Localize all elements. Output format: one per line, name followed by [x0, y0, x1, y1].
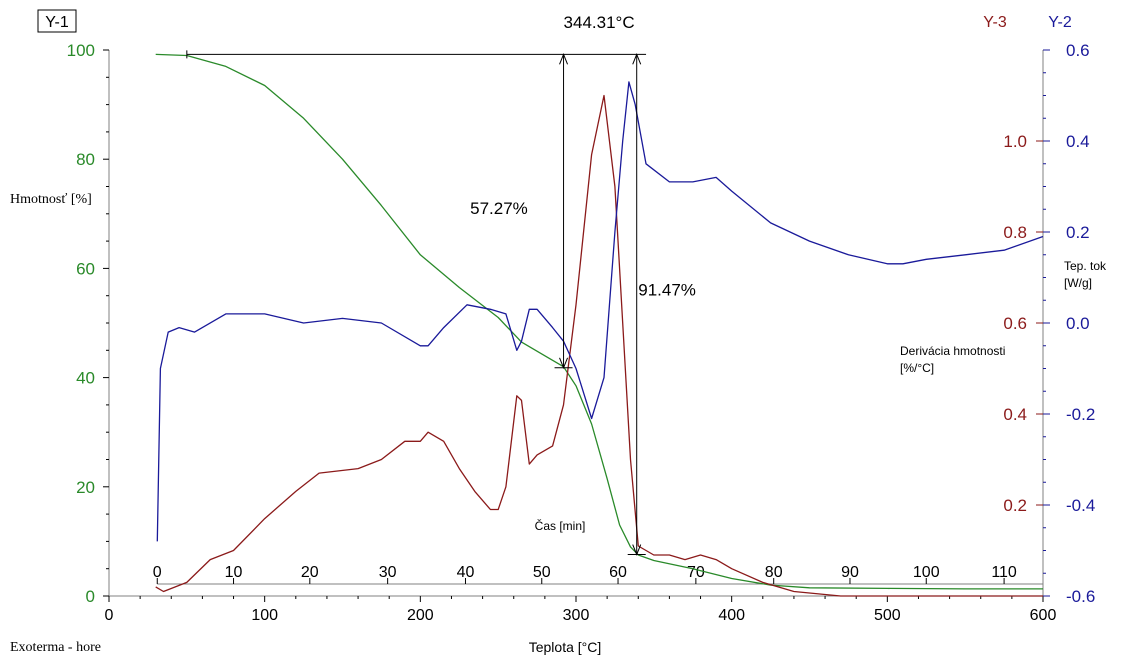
x-tick-label: 300 [563, 607, 590, 624]
time-tick-label: 110 [991, 564, 1017, 581]
x-tick-label: 400 [718, 607, 745, 624]
y1-tick-label: 40 [76, 369, 95, 388]
y2-tick-label: 0.4 [1066, 132, 1090, 151]
y3-axis-title-line1: Derivácia hmotnosti [900, 344, 1005, 358]
panel-tag-y2: Y-2 [1048, 14, 1072, 31]
time-tick-label: 80 [765, 564, 783, 581]
time-tick-label: 70 [687, 564, 705, 581]
y1-tick-label: 80 [76, 150, 95, 169]
time-tick-label: 30 [379, 564, 397, 581]
y2-tick-label: 0.2 [1066, 223, 1090, 242]
time-axis-title: Čas [min] [535, 518, 586, 533]
y3-tick-label: 0.4 [1003, 405, 1027, 424]
panel-tag-y1: Y-1 [45, 14, 69, 31]
time-tick-label: 0 [153, 564, 162, 581]
series-line-y3 [155, 94, 1043, 597]
y2-tick-label: -0.2 [1066, 405, 1095, 424]
series-line-y1 [155, 53, 1043, 590]
x-tick-label: 100 [251, 607, 278, 624]
y2-tick-label: 0.0 [1066, 314, 1090, 333]
y1-tick-label: 60 [76, 259, 95, 278]
y2-tick-label: 0.6 [1066, 41, 1090, 60]
y2-tick-label: -0.6 [1066, 587, 1095, 606]
time-tick-label: 10 [225, 564, 243, 581]
y3-tick-label: 0.2 [1003, 496, 1027, 515]
marker-arrow-2-head-top [632, 53, 642, 65]
y3-tick-label: 0.8 [1003, 223, 1027, 242]
y1-tick-label: 20 [76, 478, 95, 497]
x-tick-label: 200 [407, 607, 434, 624]
y1-tick-label: 100 [67, 41, 95, 60]
time-tick-label: 90 [841, 564, 859, 581]
x-axis-title: Teplota [°C] [529, 639, 602, 655]
y2-tick-label: -0.4 [1066, 496, 1095, 515]
annotation-label: 91.47% [638, 281, 696, 300]
y2-axis-title-line2: [W/g] [1064, 276, 1092, 290]
x-tick-label: 600 [1030, 607, 1057, 624]
marker-arrow-1-head-top [559, 53, 569, 65]
time-tick-label: 50 [533, 564, 551, 581]
time-tick-label: 60 [609, 564, 627, 581]
footer-left-label: Exoterma - hore [10, 640, 101, 655]
time-tick-label: 40 [457, 564, 475, 581]
time-tick-label: 20 [301, 564, 319, 581]
y1-axis-title: Hmotnosť [%] [10, 192, 92, 207]
y3-axis-title-line2: [%/°C] [900, 361, 934, 375]
annotation-label: 344.31°C [564, 13, 635, 32]
y3-tick-label: 1.0 [1003, 132, 1027, 151]
panel-tag-y3: Y-3 [983, 14, 1007, 31]
annotation-label: 57.27% [470, 199, 528, 218]
y3-tick-label: 0.6 [1003, 314, 1027, 333]
y2-axis-title-line1: Tep. tok [1064, 259, 1107, 273]
y1-tick-label: 0 [86, 587, 95, 606]
x-tick-label: 500 [874, 607, 901, 624]
x-tick-label: 0 [105, 607, 114, 624]
time-tick-label: 100 [913, 564, 940, 581]
